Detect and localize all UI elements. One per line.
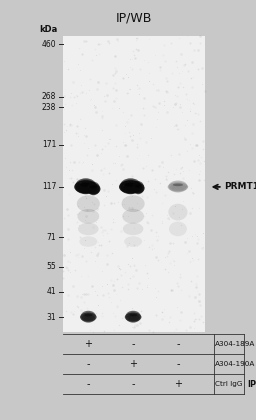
Text: 268: 268 [42, 92, 56, 101]
Ellipse shape [124, 236, 142, 247]
Ellipse shape [135, 184, 141, 188]
Ellipse shape [84, 314, 92, 316]
Text: 117: 117 [42, 182, 56, 192]
Ellipse shape [121, 182, 140, 194]
Ellipse shape [169, 184, 187, 192]
Ellipse shape [168, 204, 187, 220]
Ellipse shape [123, 223, 143, 235]
Text: +: + [84, 339, 92, 349]
Text: -: - [87, 379, 90, 389]
Text: 171: 171 [42, 140, 56, 150]
Text: 55: 55 [47, 262, 56, 271]
Ellipse shape [78, 179, 94, 190]
Ellipse shape [77, 209, 99, 223]
Ellipse shape [172, 186, 184, 193]
Ellipse shape [171, 181, 185, 188]
Ellipse shape [86, 184, 100, 194]
Text: 71: 71 [47, 233, 56, 242]
Text: Ctrl IgG: Ctrl IgG [215, 381, 242, 387]
Ellipse shape [82, 311, 94, 318]
Ellipse shape [90, 185, 97, 189]
Ellipse shape [168, 182, 188, 192]
Text: 31: 31 [47, 312, 56, 322]
Ellipse shape [129, 314, 137, 316]
Text: kDa: kDa [40, 25, 58, 34]
Text: -: - [87, 359, 90, 369]
Text: 238: 238 [42, 102, 56, 112]
Text: 41: 41 [47, 287, 56, 297]
Ellipse shape [133, 181, 144, 193]
Ellipse shape [89, 188, 98, 195]
Ellipse shape [77, 195, 100, 212]
Ellipse shape [126, 311, 141, 321]
Ellipse shape [127, 311, 139, 318]
Ellipse shape [87, 182, 100, 194]
Ellipse shape [133, 185, 144, 194]
Ellipse shape [125, 183, 136, 187]
Ellipse shape [119, 180, 142, 194]
Text: PRMT10: PRMT10 [224, 182, 256, 192]
Text: A304-190A: A304-190A [215, 361, 255, 367]
Ellipse shape [88, 185, 99, 195]
Ellipse shape [134, 187, 142, 194]
Ellipse shape [75, 178, 96, 193]
Ellipse shape [78, 223, 99, 235]
Ellipse shape [123, 179, 139, 190]
Text: -: - [131, 379, 135, 389]
Ellipse shape [79, 185, 93, 194]
Ellipse shape [79, 236, 97, 247]
Ellipse shape [74, 180, 97, 194]
Bar [63, 36, 205, 332]
Ellipse shape [124, 185, 137, 194]
Ellipse shape [81, 311, 96, 321]
Ellipse shape [120, 178, 141, 193]
Ellipse shape [122, 195, 145, 212]
Ellipse shape [173, 184, 183, 186]
Text: 460: 460 [42, 39, 56, 49]
Text: -: - [131, 339, 135, 349]
Ellipse shape [134, 181, 143, 190]
Ellipse shape [169, 181, 187, 191]
Text: -: - [176, 359, 180, 369]
Ellipse shape [76, 182, 95, 194]
Text: +: + [174, 379, 182, 389]
Text: A304-189A: A304-189A [215, 341, 255, 347]
Ellipse shape [132, 183, 145, 193]
Text: IP/WB: IP/WB [116, 11, 153, 24]
Ellipse shape [83, 316, 93, 323]
Ellipse shape [80, 183, 92, 187]
Ellipse shape [125, 312, 141, 322]
Ellipse shape [80, 312, 97, 322]
Text: -: - [176, 339, 180, 349]
Text: +: + [129, 359, 137, 369]
Ellipse shape [169, 221, 187, 236]
Ellipse shape [128, 316, 138, 323]
Ellipse shape [89, 182, 98, 191]
Ellipse shape [126, 314, 140, 323]
Ellipse shape [81, 314, 95, 323]
Text: IP: IP [247, 380, 256, 389]
Ellipse shape [122, 209, 144, 223]
